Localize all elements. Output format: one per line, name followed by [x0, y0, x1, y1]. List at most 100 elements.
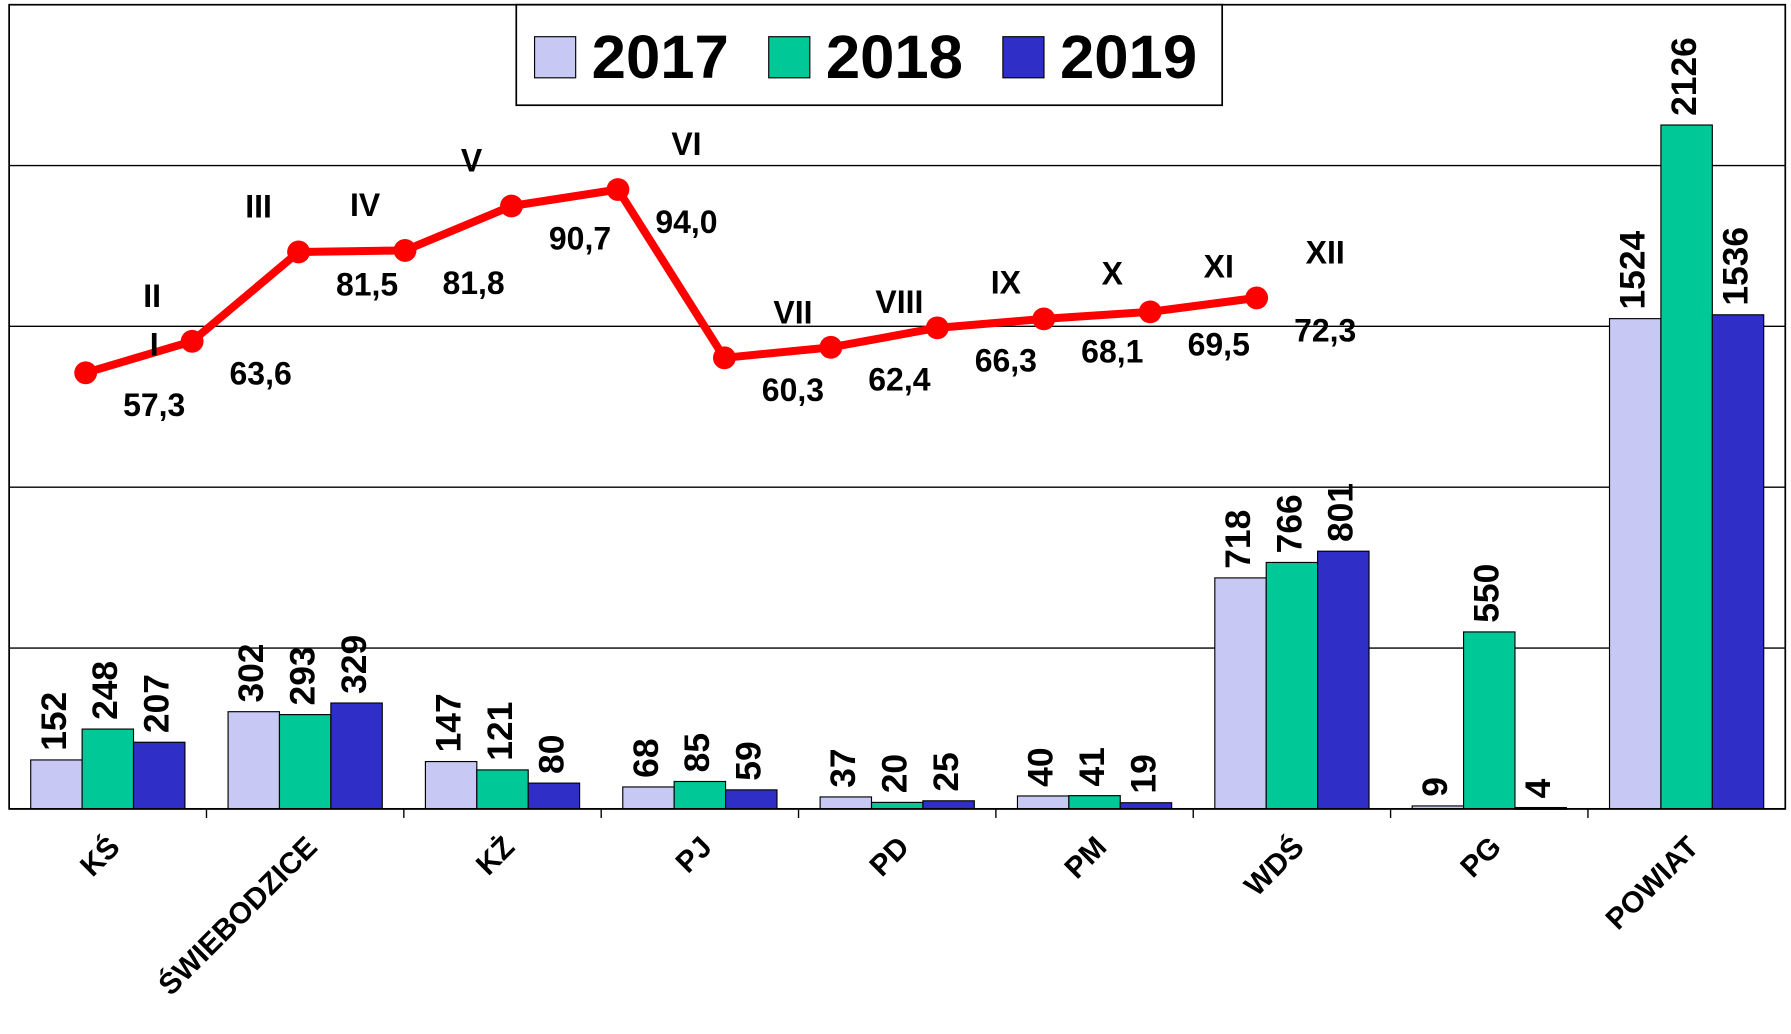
bar: [1462, 631, 1516, 810]
legend-swatch: [768, 36, 811, 79]
bar-value-label: 293: [283, 646, 323, 705]
bar-value-label: 59: [729, 741, 769, 780]
line: [84, 185, 1258, 377]
line-value-label: 62,4: [868, 362, 930, 398]
bar: [1265, 561, 1319, 810]
bar-value-label: 302: [231, 643, 271, 702]
bar-value-label: 1524: [1613, 230, 1653, 309]
x-tick-label: WDŚ: [1238, 830, 1311, 903]
bar: [278, 714, 332, 810]
bar-value-label: 207: [137, 674, 177, 733]
bar: [527, 782, 581, 810]
line-value-label: 63,6: [230, 356, 292, 392]
bar-value-label: 37: [823, 748, 863, 787]
x-tick-label: PD: [863, 830, 916, 883]
bar-value-label: 2126: [1664, 37, 1704, 116]
bar: [1317, 550, 1370, 810]
bar: [922, 800, 975, 810]
bar: [724, 789, 778, 810]
month-label: II: [143, 278, 161, 314]
bar: [30, 759, 83, 810]
line-point: [819, 335, 843, 359]
month-label: VIII: [875, 284, 923, 320]
bar-value-label: 41: [1072, 747, 1112, 786]
bar-value-label: 9: [1415, 777, 1455, 797]
bar: [1214, 577, 1267, 810]
month-label: V: [461, 143, 483, 179]
line-point: [393, 239, 417, 262]
month-label: VII: [773, 295, 812, 331]
month-label: X: [1102, 256, 1124, 292]
bar-value-label: 248: [85, 661, 125, 720]
line-value-label: 57,3: [123, 387, 185, 423]
bar: [1660, 124, 1713, 810]
line-point: [74, 361, 98, 385]
line-point: [1245, 286, 1269, 310]
bar: [132, 741, 186, 810]
line-value-label: 94,0: [655, 204, 717, 240]
month-label: IX: [991, 265, 1022, 301]
bar-value-label: 20: [875, 754, 915, 793]
line-point: [712, 346, 736, 370]
x-tick-label: ŚWIEBODZICE: [152, 830, 324, 1002]
line-value-label: 90,7: [549, 220, 611, 256]
bar-value-label: 40: [1021, 747, 1061, 786]
legend-label: 2019: [1060, 23, 1197, 92]
bar-value-label: 19: [1123, 754, 1163, 793]
bar-value-label: 147: [428, 693, 468, 752]
x-tick-label: KŻ: [470, 830, 521, 881]
bar: [1119, 802, 1173, 810]
month-label: III: [245, 189, 272, 225]
bar-value-label: 1536: [1715, 227, 1755, 306]
x-tick-label: PG: [1454, 830, 1508, 884]
legend: 2017 2018 2019: [515, 3, 1224, 107]
bar-value-label: 766: [1269, 494, 1309, 553]
bar-value-label: 80: [531, 735, 571, 774]
line-value-label: 81,5: [336, 266, 398, 302]
bar-value-label: 121: [480, 702, 520, 761]
bar: [476, 769, 529, 810]
bar-value-label: 329: [334, 635, 374, 694]
bar: [622, 786, 675, 810]
month-label: I: [150, 327, 159, 363]
month-label: XII: [1306, 235, 1345, 271]
line-point: [925, 316, 949, 340]
bar: [673, 780, 727, 810]
line-value-label: 68,1: [1081, 333, 1143, 369]
legend-box: [515, 3, 1224, 107]
bar: [424, 760, 478, 810]
bar-value-label: 718: [1218, 510, 1258, 569]
month-label: XI: [1204, 249, 1234, 285]
bar-value-label: 4: [1518, 778, 1558, 798]
line-point: [287, 240, 310, 264]
line-value-label: 60,3: [762, 372, 824, 408]
legend-label: 2017: [592, 23, 729, 92]
line-point: [180, 329, 204, 353]
bar: [81, 728, 135, 810]
line-point: [500, 194, 523, 218]
bar-value-label: 550: [1467, 564, 1507, 623]
bar: [819, 796, 873, 810]
plot-area: [8, 3, 1787, 810]
bar-value-label: 801: [1321, 483, 1361, 542]
bar-value-label: 68: [626, 738, 666, 777]
bar: [330, 702, 383, 810]
legend-swatch: [533, 36, 577, 79]
x-tick-label: PJ: [670, 830, 719, 879]
bar: [1608, 318, 1662, 810]
bar: [1016, 795, 1070, 810]
month-label: IV: [350, 187, 381, 223]
bar: [1711, 314, 1765, 810]
x-tick-label: PM: [1058, 830, 1113, 885]
bar-value-label: 85: [677, 733, 717, 772]
legend-swatch: [1002, 36, 1045, 79]
month-label: VI: [671, 126, 701, 162]
bar: [870, 801, 924, 810]
bar-value-label: 152: [34, 692, 74, 751]
line-value-label: 69,5: [1188, 326, 1250, 362]
line-point: [606, 178, 630, 201]
bar: [227, 711, 281, 810]
line-value-label: 81,8: [442, 265, 504, 301]
bar: [1068, 795, 1121, 810]
